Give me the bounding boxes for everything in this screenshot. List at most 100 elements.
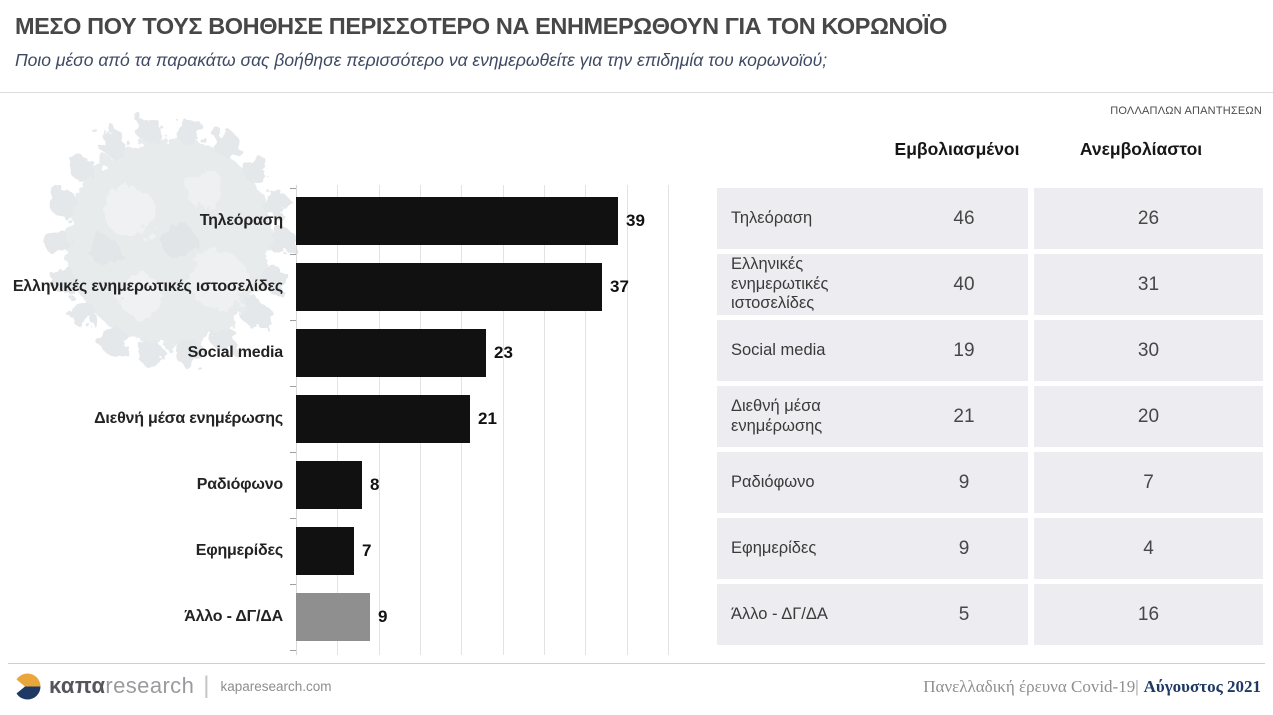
table-row-label: Τηλεόραση	[731, 208, 813, 227]
table-column-headers: Εμβολιασμένοι Ανεμβολίαστοι	[717, 139, 1263, 165]
gridline	[544, 185, 545, 655]
table-cell-vaccinated: 21	[953, 405, 975, 427]
chart-value-label: 39	[626, 211, 645, 230]
bar-chart-rows: Τηλεόραση 39 Ελληνικές ενημερωτικές ιστοσε…	[0, 188, 705, 650]
coronavirus-watermark-image	[43, 116, 297, 367]
footer-survey-text: Πανελλαδική έρευνα Covid-19| Αύγουστος 20…	[923, 677, 1261, 697]
table-cell-vaccinated: 5	[958, 603, 970, 625]
table-row-left-block: Τηλεόραση 46	[717, 188, 1028, 249]
chart-row: Ελληνικές ενημερωτικές ιστοσελίδες 37	[0, 254, 705, 320]
axis-tick	[290, 584, 296, 585]
table-row: Ελληνικές ενημερωτικές ιστοσελίδες 40 31	[717, 254, 1263, 315]
table-row-left-block: Διεθνή μέσα ενημέρωσης 21	[717, 386, 1028, 447]
chart-category-label: Social media	[187, 344, 284, 361]
kapa-research-logo: καπα research | kaparesearch.com	[14, 672, 332, 700]
multiple-answers-note: ΠΟΛΛΑΠΛΩΝ ΑΠΑΝΤΗΣΕΩΝ	[1110, 105, 1262, 117]
table-row-left-block: Ραδιόφωνο 9	[717, 452, 1028, 513]
chart-bar	[296, 395, 470, 443]
column-header-vaccinated: Εμβολιασμένοι	[894, 139, 1020, 159]
chart-value-label: 21	[478, 409, 497, 428]
table-row: Social media 19 30	[717, 320, 1263, 381]
gridline	[503, 185, 504, 655]
axis-tick	[290, 518, 296, 519]
chart-bar	[296, 197, 618, 245]
chart-bar-cell: 23	[296, 329, 513, 377]
gridline	[668, 185, 669, 655]
chart-category-label: Ελληνικές ενημερωτικές ιστοσελίδες	[12, 278, 283, 295]
table-row-label: Διεθνή μέσα ενημέρωσης	[731, 396, 823, 435]
chart-value-label: 8	[370, 475, 380, 494]
chart-value-label: 7	[362, 541, 372, 560]
table-row: Διεθνή μέσα ενημέρωσης 21 20	[717, 386, 1263, 447]
chart-bar-cell: 9	[296, 593, 387, 641]
chart-row: Τηλεόραση 39	[0, 188, 705, 254]
axis-tick	[290, 452, 296, 453]
survey-date: Αύγουστος 2021	[1143, 677, 1261, 696]
axis-tick	[290, 188, 296, 189]
table-row-label: Ελληνικές ενημερωτικές ιστοσελίδες	[731, 254, 829, 313]
comparison-table-body: Τηλεόραση 46 26 Ελληνικές ενημερωτικές ιστο…	[717, 188, 1263, 650]
footer-divider	[8, 663, 1265, 664]
table-cell-unvaccinated: 26	[1034, 188, 1263, 249]
chart-bar-cell: 21	[296, 395, 497, 443]
table-cell-vaccinated: 40	[953, 273, 975, 295]
page-subtitle: Ποιο μέσο από τα παρακάτω σας βοήθησε πε…	[15, 50, 828, 70]
chart-category-label: Τηλεόραση	[199, 212, 283, 229]
chart-row: Ραδιόφωνο 8	[0, 452, 705, 518]
chart-category-label: Άλλο - ΔΓ/ΔΑ	[184, 608, 283, 625]
chart-bar-cell: 7	[296, 527, 371, 575]
gridline	[585, 185, 586, 655]
table-cell-vaccinated: 19	[953, 339, 975, 361]
logo-text-research: research	[105, 673, 195, 698]
chart-row: Social media 23	[0, 320, 705, 386]
table-row-label: Άλλο - ΔΓ/ΔΑ	[731, 604, 828, 623]
survey-name: Πανελλαδική έρευνα Covid-19|	[923, 677, 1139, 696]
page-title: ΜΕΣΟ ΠΟΥ ΤΟΥΣ ΒΟΗΘΗΣΕ ΠΕΡΙΣΣΟΤΕΡΟ ΝΑ ΕΝΗ…	[15, 13, 947, 39]
chart-bar-cell: 8	[296, 461, 379, 509]
table-row-left-block: Ελληνικές ενημερωτικές ιστοσελίδες 40	[717, 254, 1028, 315]
chart-bar	[296, 527, 354, 575]
chart-value-label: 9	[378, 607, 388, 626]
chart-value-label: 37	[610, 277, 629, 296]
chart-bar-cell: 37	[296, 263, 629, 311]
table-cell-unvaccinated: 31	[1034, 254, 1263, 315]
table-row-label: Εφημερίδες	[731, 538, 817, 557]
chart-bar	[296, 329, 486, 377]
chart-value-label: 23	[494, 343, 513, 362]
chart-bar-cell: 39	[296, 197, 645, 245]
chart-category-label: Ραδιόφωνο	[196, 476, 283, 493]
table-row: Ραδιόφωνο 9 7	[717, 452, 1263, 513]
table-cell-vaccinated: 9	[958, 471, 970, 493]
bar-chart: Τηλεόραση 39 Ελληνικές ενημερωτικές ιστοσε…	[0, 100, 708, 660]
chart-bar	[296, 461, 362, 509]
chart-row: Εφημερίδες 7	[0, 518, 705, 584]
chart-bar	[296, 593, 370, 641]
table-cell-unvaccinated: 16	[1034, 584, 1263, 645]
table-cell-vaccinated: 9	[958, 537, 970, 559]
table-row-left-block: Άλλο - ΔΓ/ΔΑ 5	[717, 584, 1028, 645]
table-row: Εφημερίδες 9 4	[717, 518, 1263, 579]
table-cell-unvaccinated: 4	[1034, 518, 1263, 579]
header-divider	[0, 92, 1273, 93]
chart-category-label: Εφημερίδες	[195, 542, 283, 559]
axis-tick	[290, 386, 296, 387]
axis-tick	[290, 254, 296, 255]
column-header-unvaccinated: Ανεμβολίαστοι	[1079, 139, 1203, 159]
table-cell-unvaccinated: 20	[1034, 386, 1263, 447]
logo-text-kapa: καπα	[49, 673, 106, 698]
table-cell-unvaccinated: 30	[1034, 320, 1263, 381]
axis-tick	[290, 650, 296, 651]
table-row-left-block: Social media 19	[717, 320, 1028, 381]
kapa-logo-icon	[14, 673, 41, 699]
logo-separator: |	[203, 672, 210, 699]
gridline	[627, 185, 628, 655]
table-row-left-block: Εφημερίδες 9	[717, 518, 1028, 579]
chart-row: Διεθνή μέσα ενημέρωσης 21	[0, 386, 705, 452]
axis-tick	[290, 320, 296, 321]
chart-row: Άλλο - ΔΓ/ΔΑ 9	[0, 584, 705, 650]
chart-bar	[296, 263, 602, 311]
table-row-label: Ραδιόφωνο	[731, 472, 815, 491]
table-cell-unvaccinated: 7	[1034, 452, 1263, 513]
table-row-label: Social media	[731, 340, 826, 359]
